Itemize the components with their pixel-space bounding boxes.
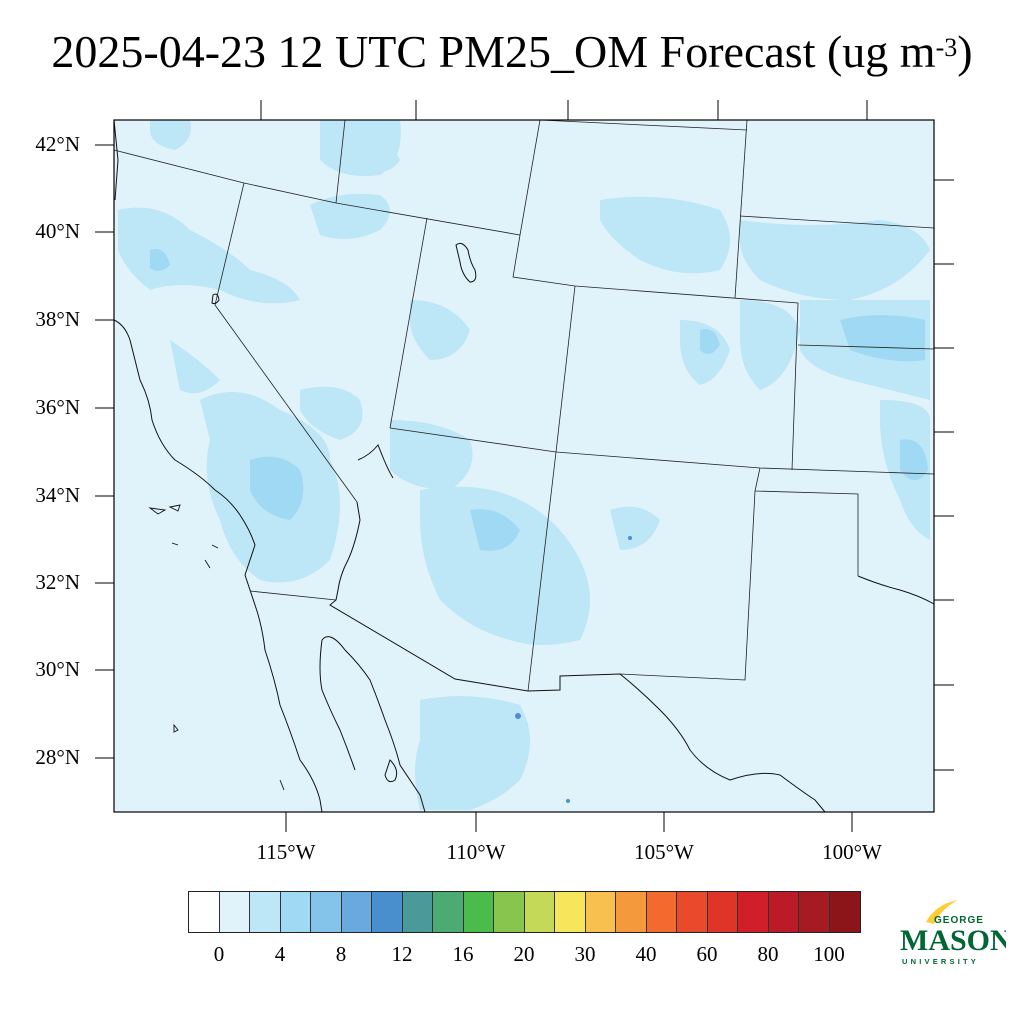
colorbar-swatch	[829, 892, 860, 932]
lat-label-30: 30°N	[35, 657, 80, 681]
colorbar-swatch	[280, 892, 311, 932]
colorbar-swatch	[494, 892, 525, 932]
colorbar-swatch	[524, 892, 555, 932]
title-close: )	[957, 26, 973, 77]
colorbar-swatch	[768, 892, 799, 932]
lat-label-32: 32°N	[35, 570, 80, 594]
islands	[148, 504, 285, 791]
logo-accent-swoosh	[926, 900, 958, 924]
axis-ticks	[95, 100, 954, 832]
colorbar-label: 20	[513, 942, 535, 966]
colorbar-label: 30	[574, 942, 596, 966]
map-frame	[113, 119, 935, 813]
lat-label-36: 36°N	[35, 395, 80, 419]
colorbar-swatch	[402, 892, 433, 932]
lat-label-38: 38°N	[35, 307, 80, 331]
lakes	[211, 242, 477, 479]
title-text: 2025-04-23 12 UTC PM25_OM Forecast (ug m	[51, 26, 936, 77]
colorbar-swatch	[219, 892, 250, 932]
logo-line-mason: MASON	[900, 924, 1006, 957]
colorbar-swatch	[555, 892, 586, 932]
logo-line-george: GEORGE	[934, 915, 984, 926]
colorbar-label: 12	[391, 942, 413, 966]
state-boundaries	[113, 119, 935, 692]
colorbar-swatch	[799, 892, 830, 932]
colorbar-swatch	[738, 892, 769, 932]
colorbar-swatch	[616, 892, 647, 932]
lon-label-105w: 105°W	[634, 840, 694, 864]
george-mason-logo: GEORGE MASON UNIVERSITY	[900, 900, 1006, 966]
colorbar-swatch	[250, 892, 281, 932]
lat-label-28: 28°N	[35, 745, 80, 769]
lon-label-110w: 110°W	[446, 840, 506, 864]
page-title: 2025-04-23 12 UTC PM25_OM Forecast (ug m…	[0, 22, 1024, 82]
colorbar-swatch	[677, 892, 708, 932]
colorbar-swatch	[372, 892, 403, 932]
colorbar-label: 80	[757, 942, 779, 966]
colorbar-swatch	[189, 892, 220, 932]
colorbar-swatch	[433, 892, 464, 932]
lon-label-115w: 115°W	[256, 840, 316, 864]
lon-label-100w: 100°W	[822, 840, 882, 864]
lat-label-42: 42°N	[35, 132, 80, 156]
coastlines-and-borders	[113, 119, 935, 813]
lat-label-40: 40°N	[35, 219, 80, 243]
colorbar-label: 4	[274, 942, 286, 966]
title-superscript: -3	[935, 33, 958, 62]
colorbar-label: 8	[335, 942, 347, 966]
colorbar-label: 0	[213, 942, 225, 966]
colorbar-swatch	[311, 892, 342, 932]
lat-label-34: 34°N	[35, 483, 80, 507]
colorbar-label: 60	[696, 942, 718, 966]
colorbar-swatch	[707, 892, 738, 932]
colorbar-label: 40	[635, 942, 657, 966]
colorbar-swatch	[341, 892, 372, 932]
colorbar-swatch	[646, 892, 677, 932]
colorbar-label: 16	[452, 942, 474, 966]
colorbar	[188, 891, 861, 933]
logo-line-university: UNIVERSITY	[902, 957, 979, 966]
colorbar-swatch	[585, 892, 616, 932]
colorbar-swatch	[463, 892, 494, 932]
colorbar-label: 100	[813, 942, 845, 966]
concentration-peaks	[150, 249, 928, 551]
hotspot-markers	[515, 536, 632, 803]
